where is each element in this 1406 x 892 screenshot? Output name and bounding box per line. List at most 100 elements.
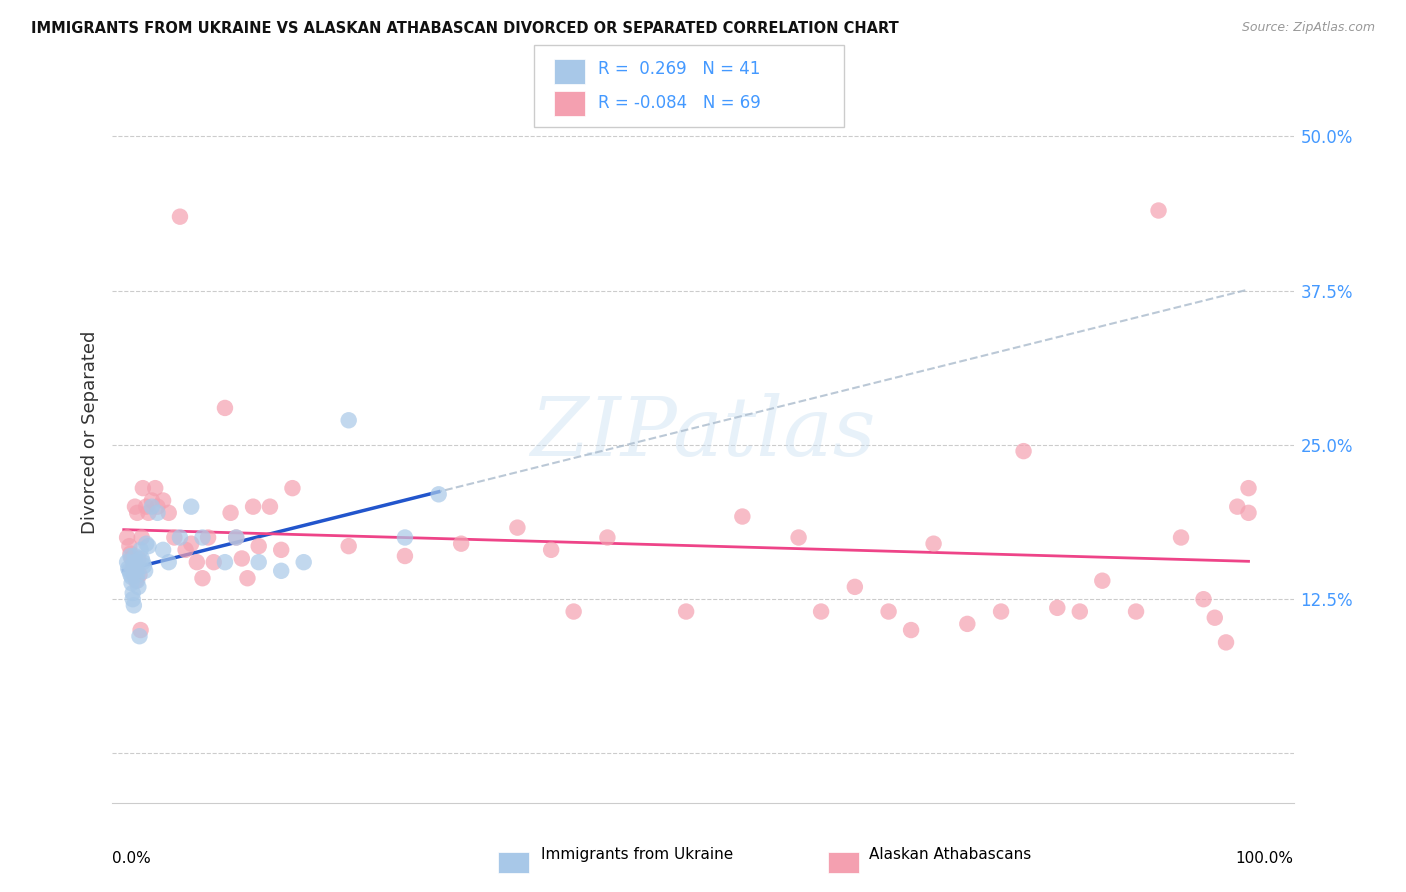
Point [242, 500, 264, 514]
Point [152, 493, 174, 508]
Point [191, 531, 214, 545]
Point [214, 401, 236, 415]
Point [1046, 600, 1069, 615]
Point [427, 487, 450, 501]
Point [128, 629, 150, 643]
Point [143, 481, 166, 495]
Text: R =  0.269   N = 41: R = 0.269 N = 41 [598, 60, 759, 78]
Point [1215, 635, 1237, 649]
Point [1204, 611, 1226, 625]
Point [990, 605, 1012, 619]
Point [121, 576, 143, 591]
Point [337, 539, 360, 553]
Point [259, 500, 281, 514]
Point [132, 481, 155, 495]
Point [225, 531, 247, 545]
Point [1237, 506, 1260, 520]
Point [115, 531, 138, 545]
Point [956, 616, 979, 631]
Point [157, 506, 180, 520]
Point [337, 413, 360, 427]
Point [1170, 531, 1192, 545]
Point [120, 547, 142, 561]
Point [270, 564, 292, 578]
Point [115, 555, 138, 569]
Point [1012, 444, 1035, 458]
Point [125, 564, 148, 578]
Point [174, 542, 197, 557]
Point [1125, 605, 1147, 619]
Point [450, 536, 472, 550]
Point [1237, 481, 1260, 495]
Point [169, 531, 191, 545]
Point [120, 567, 142, 582]
Point [117, 561, 139, 575]
Point [131, 551, 153, 566]
Text: ZIPatlas: ZIPatlas [530, 392, 876, 473]
Text: Source: ZipAtlas.com: Source: ZipAtlas.com [1241, 21, 1375, 35]
Text: IMMIGRANTS FROM UKRAINE VS ALASKAN ATHABASCAN DIVORCED OR SEPARATED CORRELATION : IMMIGRANTS FROM UKRAINE VS ALASKAN ATHAB… [31, 21, 898, 37]
Text: Alaskan Athabascans: Alaskan Athabascans [869, 847, 1031, 862]
Point [141, 493, 163, 508]
Point [146, 506, 169, 520]
Point [134, 564, 156, 578]
Point [138, 506, 160, 520]
Point [877, 605, 900, 619]
Text: Immigrants from Ukraine: Immigrants from Ukraine [541, 847, 734, 862]
Point [180, 500, 202, 514]
Point [1147, 203, 1170, 218]
Point [214, 555, 236, 569]
Point [118, 564, 141, 578]
Point [169, 210, 191, 224]
Point [128, 567, 150, 582]
Point [127, 567, 149, 582]
Point [540, 542, 562, 557]
Point [1192, 592, 1215, 607]
Point [900, 623, 922, 637]
Point [191, 571, 214, 585]
Point [138, 539, 160, 553]
Point [186, 555, 208, 569]
Point [180, 536, 202, 550]
Point [129, 623, 152, 637]
Point [132, 558, 155, 573]
Point [131, 531, 153, 545]
Point [731, 509, 754, 524]
Point [121, 561, 143, 575]
Point [394, 549, 416, 563]
Point [675, 605, 697, 619]
Point [844, 580, 866, 594]
Point [125, 558, 148, 573]
Point [394, 531, 416, 545]
Point [247, 555, 270, 569]
Text: 100.0%: 100.0% [1236, 851, 1294, 866]
Point [120, 549, 142, 563]
Point [562, 605, 585, 619]
Point [596, 531, 619, 545]
Point [1226, 500, 1249, 514]
Point [787, 531, 810, 545]
Point [236, 571, 259, 585]
Point [163, 531, 186, 545]
Text: R = -0.084   N = 69: R = -0.084 N = 69 [598, 94, 761, 112]
Point [124, 549, 146, 563]
Point [122, 599, 145, 613]
Point [127, 574, 149, 588]
Point [202, 555, 225, 569]
Point [118, 539, 141, 553]
Point [122, 567, 145, 582]
Point [1069, 605, 1091, 619]
Point [125, 574, 148, 588]
Point [506, 521, 529, 535]
Point [152, 542, 174, 557]
Point [135, 536, 157, 550]
Point [231, 551, 253, 566]
Point [127, 506, 149, 520]
Point [247, 539, 270, 553]
Point [121, 570, 143, 584]
Point [219, 506, 242, 520]
Point [127, 551, 149, 566]
Point [124, 500, 146, 514]
Point [146, 500, 169, 514]
Point [225, 531, 247, 545]
